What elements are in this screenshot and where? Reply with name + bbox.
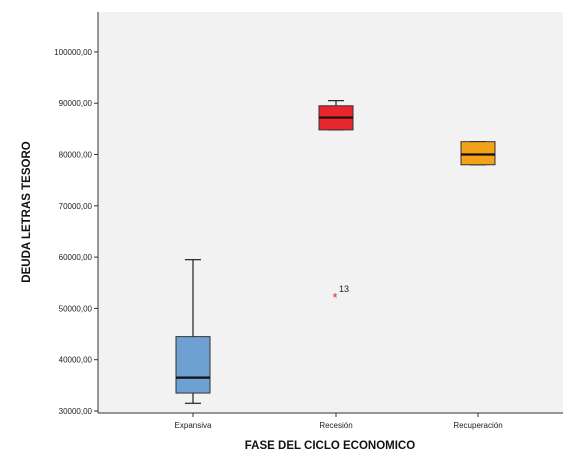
box-iqr	[460, 141, 496, 166]
y-axis-ticks: 30000,00 40000,00 50000,00 60000,00 70000,00…	[54, 48, 98, 416]
boxes-group	[175, 100, 496, 404]
x-tick-label: Recuperación	[453, 421, 502, 430]
x-tick-label: Recesión	[319, 421, 352, 430]
box-iqr	[175, 336, 211, 394]
plot-area	[98, 12, 563, 413]
box-2	[318, 100, 354, 131]
y-tick-label: 50000,00	[59, 304, 93, 313]
y-tick-label: 80000,00	[59, 151, 93, 160]
y-tick-label: 70000,00	[59, 202, 93, 211]
outlier-label: 13	[339, 284, 349, 294]
y-axis-title: DEUDA LETRAS TESORO	[21, 141, 33, 282]
box-3	[460, 141, 496, 166]
box-1	[175, 259, 211, 404]
x-axis-title: FASE DEL CICLO ECONOMICO	[245, 440, 415, 452]
y-tick-label: 90000,00	[59, 99, 93, 108]
x-tick-label: Expansiva	[175, 421, 212, 430]
y-tick-label: 40000,00	[59, 356, 93, 365]
outliers-group: *13	[332, 284, 349, 305]
y-tick-label: 100000,00	[54, 48, 92, 57]
x-axis-ticks: Expansiva Recesión Recuperación	[175, 413, 503, 430]
y-tick-label: 60000,00	[59, 253, 93, 262]
y-tick-label: 30000,00	[59, 407, 93, 416]
outlier-marker: *	[332, 290, 337, 305]
